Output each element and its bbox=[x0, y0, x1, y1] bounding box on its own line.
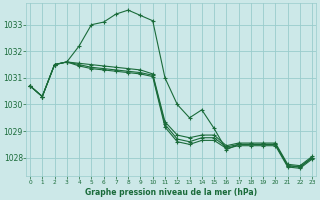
X-axis label: Graphe pression niveau de la mer (hPa): Graphe pression niveau de la mer (hPa) bbox=[85, 188, 257, 197]
